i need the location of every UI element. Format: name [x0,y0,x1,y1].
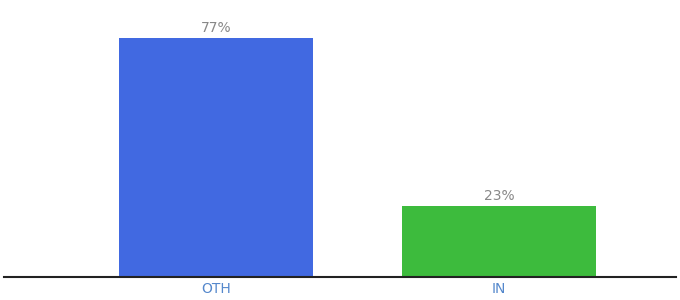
Bar [119,38,313,277]
Text: 23%: 23% [483,189,514,202]
Text: 77%: 77% [201,21,232,35]
Bar [402,206,596,277]
